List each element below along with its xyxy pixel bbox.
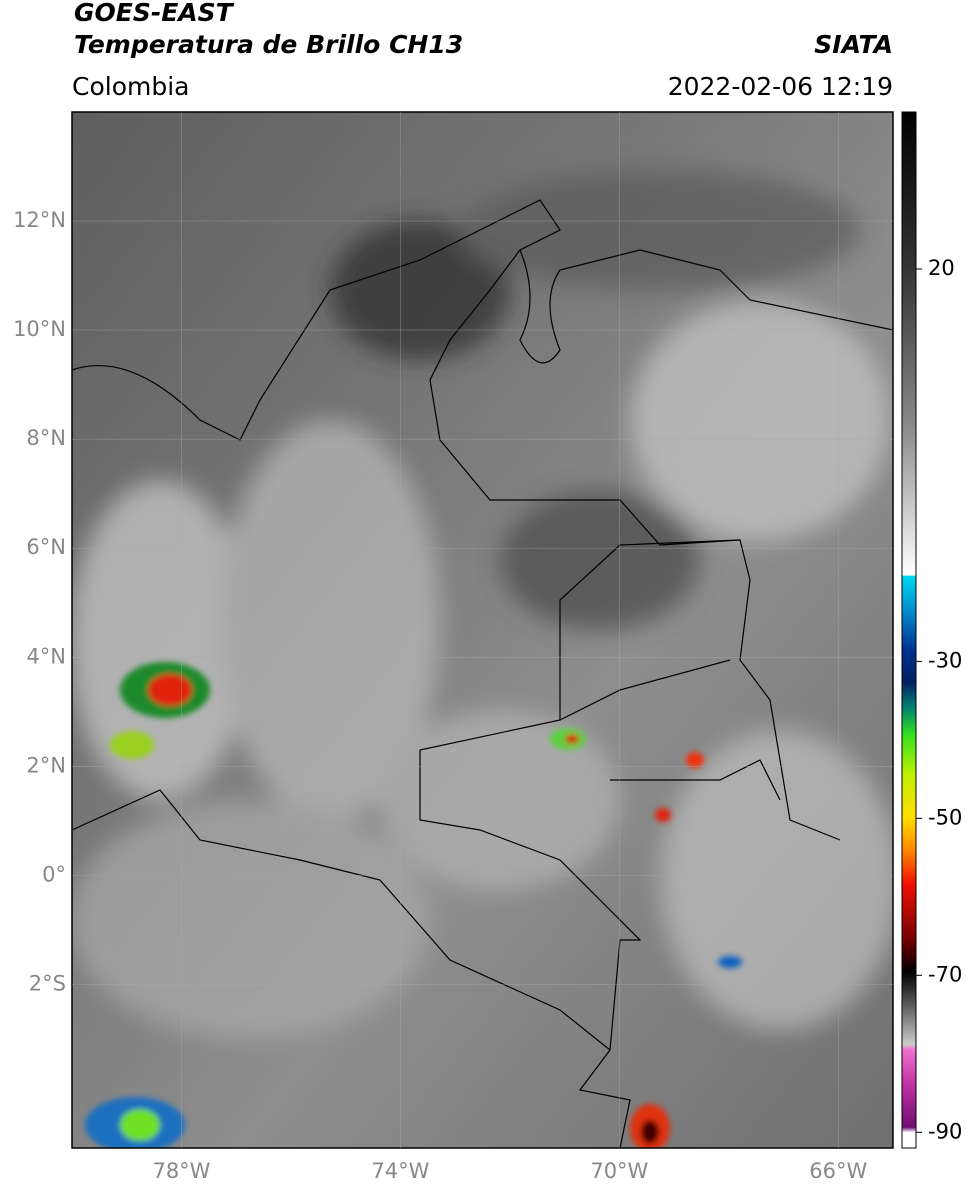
lat-label: 6°N <box>26 535 66 559</box>
lat-label: 0° <box>42 862 66 886</box>
lat-label: 10°N <box>13 317 66 341</box>
colorbar-label: 20 <box>928 256 955 280</box>
lon-label: 78°W <box>152 1159 210 1183</box>
lon-label: 66°W <box>809 1159 867 1183</box>
lon-label: 74°W <box>371 1159 429 1183</box>
title: GOES-EAST <box>74 0 235 27</box>
colorbar-label: -30 <box>928 648 962 672</box>
colorbar-label: -70 <box>928 962 962 986</box>
lon-label: 70°W <box>590 1159 648 1183</box>
subtitle: Temperatura de Brillo CH13 <box>74 30 463 59</box>
colorbar-label: -50 <box>928 805 962 829</box>
lat-label: 2°S <box>29 971 66 995</box>
lat-label: 4°N <box>26 644 66 668</box>
lat-label: 8°N <box>26 426 66 450</box>
source: SIATA <box>814 30 893 59</box>
satellite-image <box>72 112 893 1148</box>
colorbar-label: -90 <box>928 1119 962 1143</box>
datetime: 2022-02-06 12:19 <box>668 72 893 101</box>
region: Colombia <box>72 72 189 101</box>
lat-label: 12°N <box>13 208 66 232</box>
map-frame <box>71 111 894 1149</box>
colorbar <box>901 111 917 1149</box>
lat-label: 2°N <box>26 753 66 777</box>
